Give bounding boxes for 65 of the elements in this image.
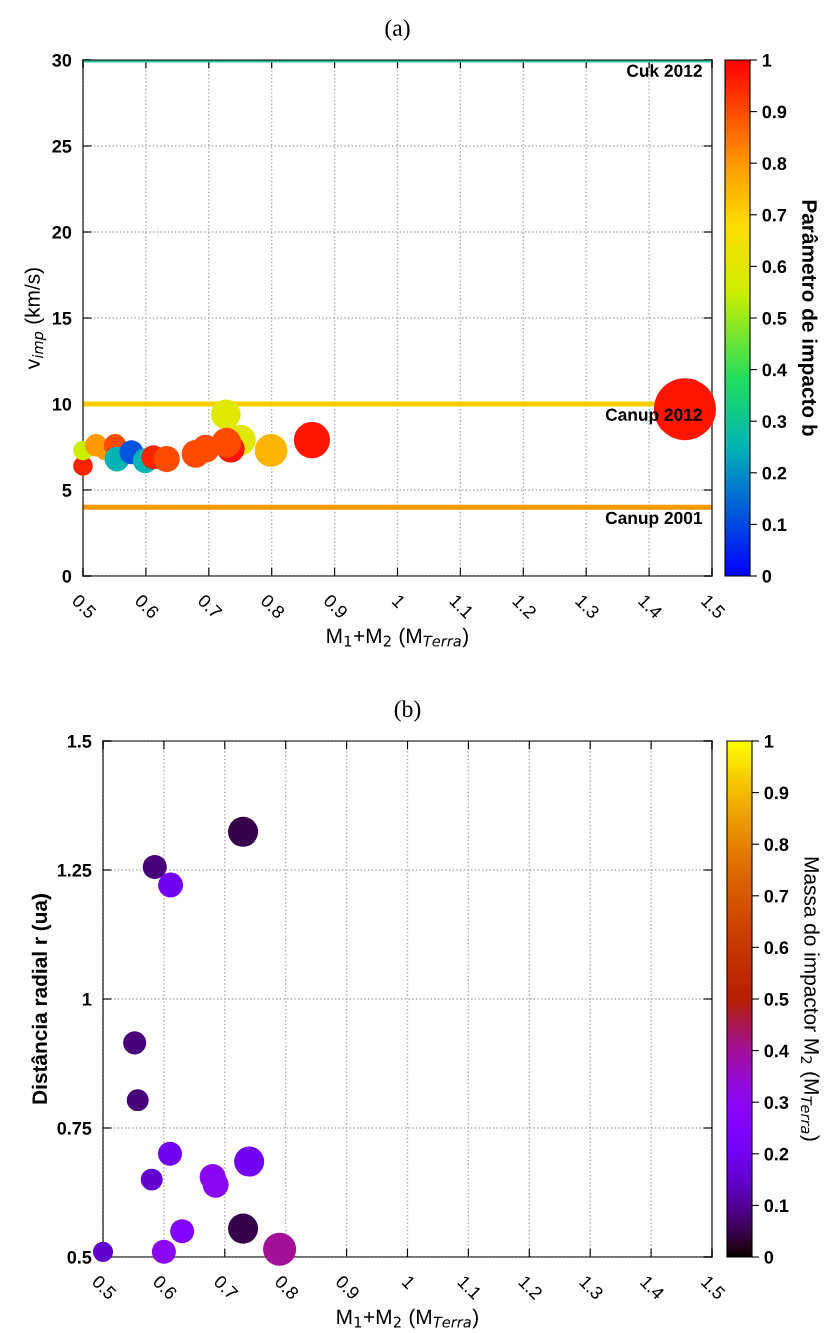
- y-tick-label: 25: [52, 139, 72, 153]
- x-tick-label: 1.1: [457, 1275, 483, 1301]
- color-bar-label: 0.6: [762, 260, 787, 274]
- ref-line-label: Canup 2001: [605, 511, 703, 528]
- color-bar-title: Massa do impactor M$_{2}$ (M$_{Terra}$): [800, 857, 820, 1141]
- y-tick-label: 10: [52, 397, 72, 411]
- y-tick-label: 15: [52, 312, 72, 325]
- y-tick-label: 30: [52, 53, 72, 67]
- x-axis-title: M$_{1}$+M$_{2}$ (M$_{Terra}$): [327, 627, 468, 648]
- y-tick-label: 1.5: [67, 735, 92, 748]
- x-tick-label: 1.3: [578, 1274, 605, 1301]
- x-tick-label: 1.1: [449, 594, 475, 620]
- y-tick-label: 0.75: [57, 1121, 92, 1135]
- y-tick-label: 0.5: [67, 1250, 92, 1264]
- x-tick-label: 1.5: [700, 594, 726, 620]
- chart-title: (b): [394, 700, 421, 722]
- color-bar-label: 0.3: [764, 1096, 789, 1109]
- y-axis-title: v$_{imp}$ (km/s): [24, 268, 47, 370]
- x-tick-label: 0.8: [259, 593, 286, 620]
- color-bar-label: 0.8: [762, 157, 787, 170]
- x-tick-label: 1.2: [512, 593, 538, 620]
- x-tick-label: 1.4: [639, 1275, 666, 1301]
- y-tick-label: 1: [82, 993, 92, 1006]
- x-tick-label: 1: [391, 594, 406, 609]
- color-bar-label: 1: [764, 735, 774, 748]
- color-bar-label: 0.2: [764, 1147, 789, 1161]
- x-tick-label: 0.9: [322, 593, 349, 620]
- ref-line-label: Cuk 2012: [627, 64, 702, 77]
- y-tick-label: 20: [52, 225, 72, 239]
- x-tick-label: 1.4: [637, 594, 664, 620]
- x-axis-title: M$_{1}$+M$_{2}$ (M$_{Terra}$): [337, 1308, 478, 1329]
- color-bar-label: 0.8: [764, 838, 789, 851]
- x-tick-label: 0.7: [213, 1274, 239, 1301]
- y-tick-label: 1.25: [57, 863, 92, 877]
- y-axis-title: Distância radial r (ua): [31, 894, 52, 1104]
- x-tick-label: 1.5: [700, 1275, 726, 1301]
- y-tick-label: 5: [62, 484, 72, 497]
- chart-title: (a): [385, 19, 410, 41]
- color-bar-label: 0: [764, 1250, 774, 1264]
- color-bar-label: 1: [762, 54, 772, 67]
- color-bar-label: 0.9: [762, 105, 787, 119]
- color-bar-title: Parâmetro de impacto b: [798, 200, 818, 436]
- x-tick-label: 0.6: [152, 1274, 178, 1301]
- color-bar-label: 0.5: [762, 311, 787, 325]
- x-tick-label: 1.3: [574, 593, 601, 620]
- color-bar-label: 0.2: [762, 466, 787, 480]
- x-tick-label: 0.8: [273, 1274, 300, 1301]
- x-tick-label: 1: [401, 1275, 416, 1290]
- x-tick-label: 1.2: [518, 1274, 544, 1301]
- color-bar-label: 0.1: [764, 1199, 789, 1213]
- color-bar-label: 0.7: [762, 208, 787, 222]
- color-bar-label: 0.9: [764, 786, 789, 800]
- color-bar-label: 0.4: [762, 363, 787, 377]
- color-bar-label: 0.1: [762, 518, 787, 532]
- color-bar-label: 0.4: [764, 1044, 789, 1058]
- y-tick-label: 0: [62, 569, 72, 583]
- color-bar-label: 0.6: [764, 941, 789, 955]
- color-bar-label: 0.5: [764, 992, 789, 1006]
- color-bar-label: 0.3: [762, 415, 787, 428]
- color-bar-label: 0: [762, 569, 772, 583]
- x-tick-label: 0.9: [334, 1274, 361, 1301]
- color-bar-label: 0.7: [764, 889, 789, 903]
- x-tick-label: 0.7: [197, 593, 223, 620]
- x-tick-label: 0.5: [91, 1274, 117, 1301]
- x-tick-label: 0.6: [134, 593, 160, 620]
